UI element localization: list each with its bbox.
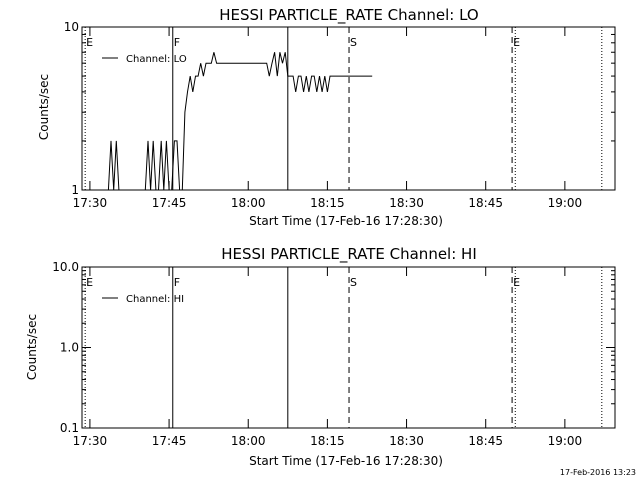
chart1-xtick-label: 17:30 bbox=[73, 196, 108, 210]
footer-timestamp: 17-Feb-2016 13:23 bbox=[560, 468, 636, 477]
chart1-marker-label: S bbox=[350, 36, 357, 49]
chart2-ylabel: Counts/sec bbox=[25, 314, 39, 380]
chart1-xtick-label: 17:45 bbox=[152, 196, 187, 210]
chart2-marker-label: E bbox=[86, 276, 93, 289]
chart2-xtick-label: 18:45 bbox=[468, 434, 503, 448]
chart2-ytick-label: 0.1 bbox=[60, 421, 79, 435]
chart1-xtick-label: 18:00 bbox=[231, 196, 266, 210]
chart1-marker-label: E bbox=[86, 36, 93, 49]
chart1-ylabel: Counts/sec bbox=[37, 74, 51, 140]
chart1-title: HESSI PARTICLE_RATE Channel: LO bbox=[219, 6, 478, 25]
chart1-series-line bbox=[103, 52, 373, 191]
chart1-marker-label: F bbox=[174, 36, 180, 49]
chart2-ytick-label: 10.0 bbox=[52, 260, 79, 274]
chart2-xtick-label: 18:15 bbox=[310, 434, 345, 448]
chart2-plot-area: 17:30 17:45 18:00 18:15 18:30 18:45 19:00 0.1 1.… bbox=[52, 260, 616, 448]
chart1-marker-label: E bbox=[513, 36, 520, 49]
chart2-marker-label: S bbox=[350, 276, 357, 289]
chart2-xtick-label: 18:00 bbox=[231, 434, 266, 448]
chart1-ytick-label: 10 bbox=[64, 20, 79, 34]
chart1-plot-area: 17:30 17:45 18:00 18:15 18:30 18:45 19:00 1 10 E F… bbox=[64, 20, 616, 210]
chart2-xtick-label: 18:30 bbox=[389, 434, 424, 448]
chart2-legend-label: Channel: HI bbox=[126, 294, 184, 305]
chart2-title: HESSI PARTICLE_RATE Channel: HI bbox=[221, 245, 477, 264]
chart1-axes-frame bbox=[81, 26, 616, 191]
chart1-legend-label: Channel: LO bbox=[126, 54, 187, 65]
chart2-marker-label: F bbox=[174, 276, 180, 289]
chart1-xtick-label: 18:15 bbox=[310, 196, 345, 210]
chart2-xtick-label: 19:00 bbox=[548, 434, 583, 448]
chart2-xtick-label: 17:45 bbox=[152, 434, 187, 448]
chart2-axes-frame bbox=[81, 266, 616, 429]
chart1-xtick-label: 19:00 bbox=[548, 196, 583, 210]
chart1-xtick-label: 18:30 bbox=[389, 196, 424, 210]
chart1-xtick-label: 18:45 bbox=[468, 196, 503, 210]
chart2-ytick-label: 1.0 bbox=[60, 341, 79, 355]
chart1-xlabel: Start Time (17-Feb-16 17:28:30) bbox=[249, 214, 443, 228]
chart1-ytick-label: 1 bbox=[71, 183, 79, 197]
chart2-xlabel: Start Time (17-Feb-16 17:28:30) bbox=[249, 454, 443, 468]
chart2-marker-label: E bbox=[513, 276, 520, 289]
chart2-xtick-label: 17:30 bbox=[73, 434, 108, 448]
